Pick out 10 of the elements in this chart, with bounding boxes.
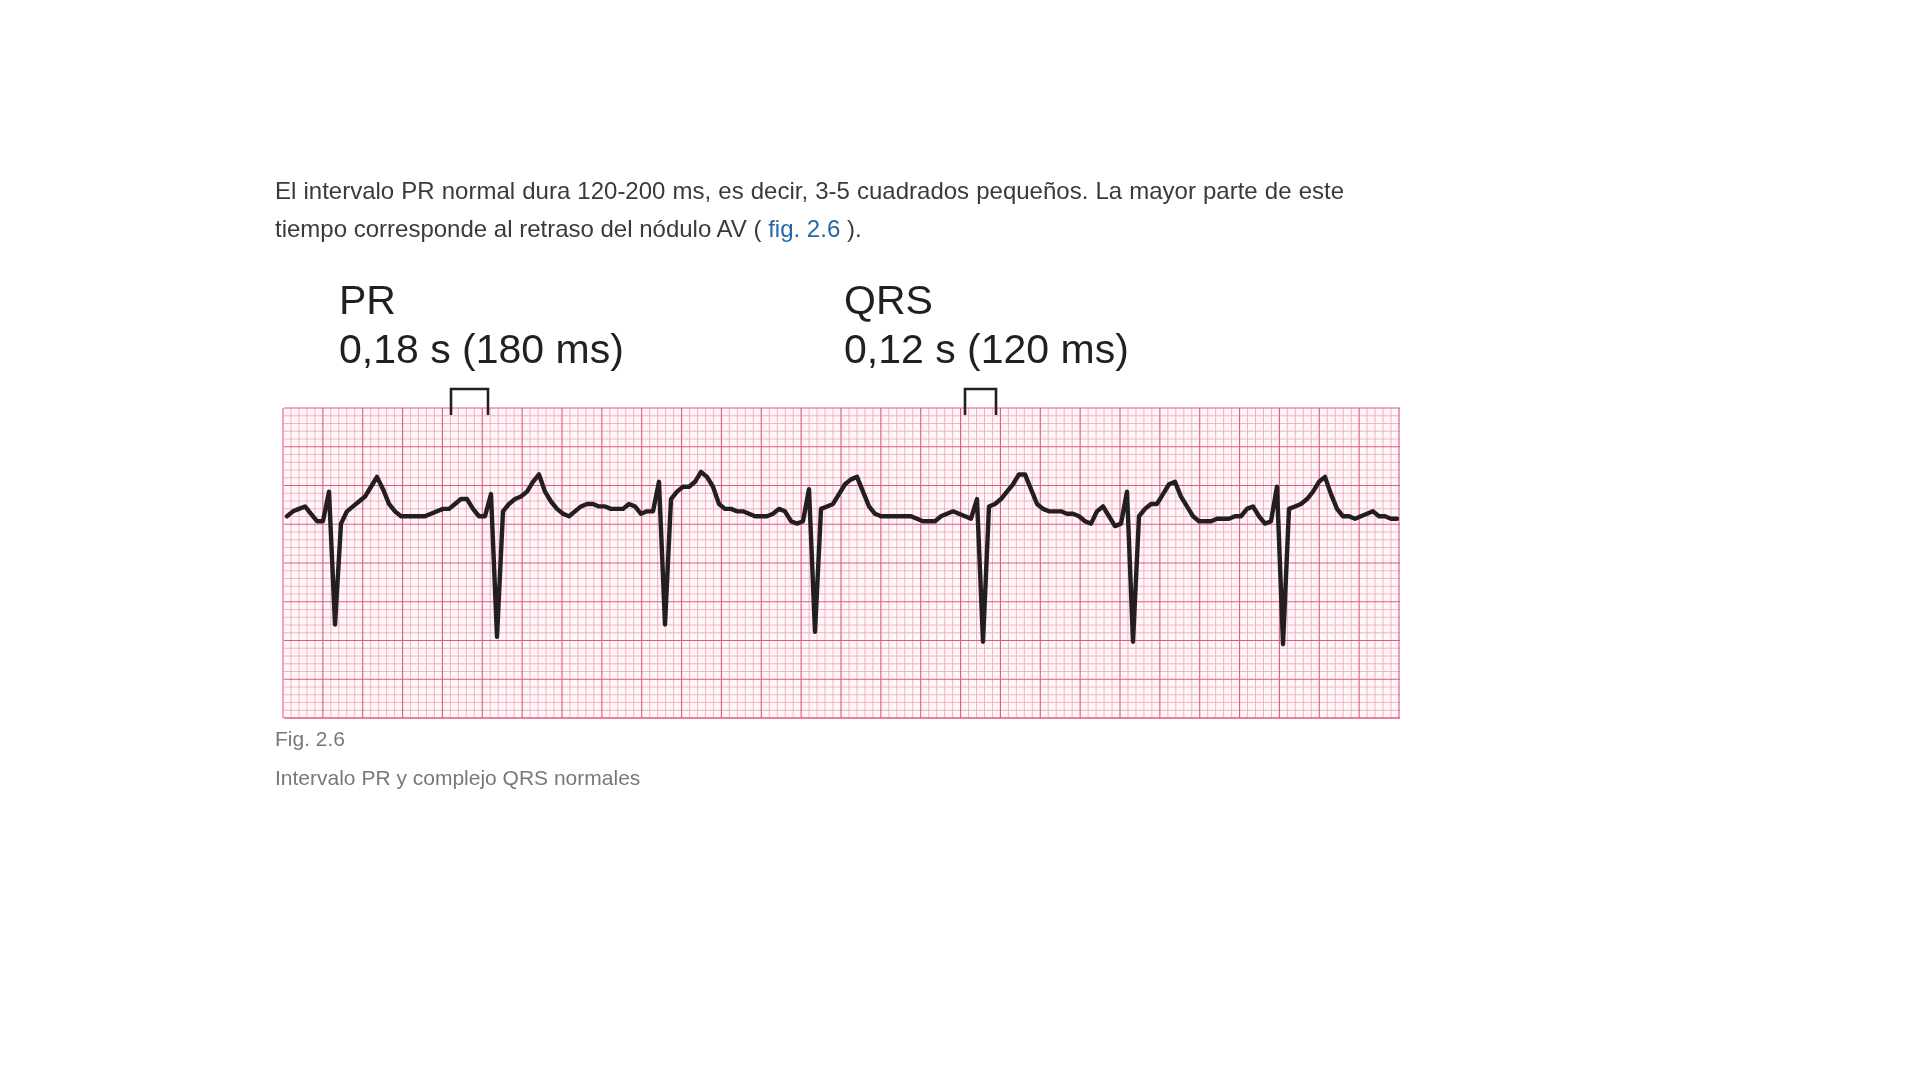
text: PR [339, 277, 396, 323]
text: ). [846, 215, 862, 242]
text: tiempo corresponde al retraso del nódulo AV ( [275, 215, 762, 242]
text: 0,12 s (120 ms) [844, 326, 1129, 372]
text: Intervalo PR y complejo QRS normales [275, 766, 641, 789]
text: El intervalo PR normal dura 120-200 ms, es decir, 3-5 cuadrados pequeños. La mayor parte de este [275, 177, 1344, 204]
caption: fig. 2.6 [768, 215, 841, 242]
caption: Fig. 2.6 [275, 727, 346, 750]
text: 0,18 s (180 ms) [339, 326, 624, 372]
text: QRS [844, 277, 933, 323]
